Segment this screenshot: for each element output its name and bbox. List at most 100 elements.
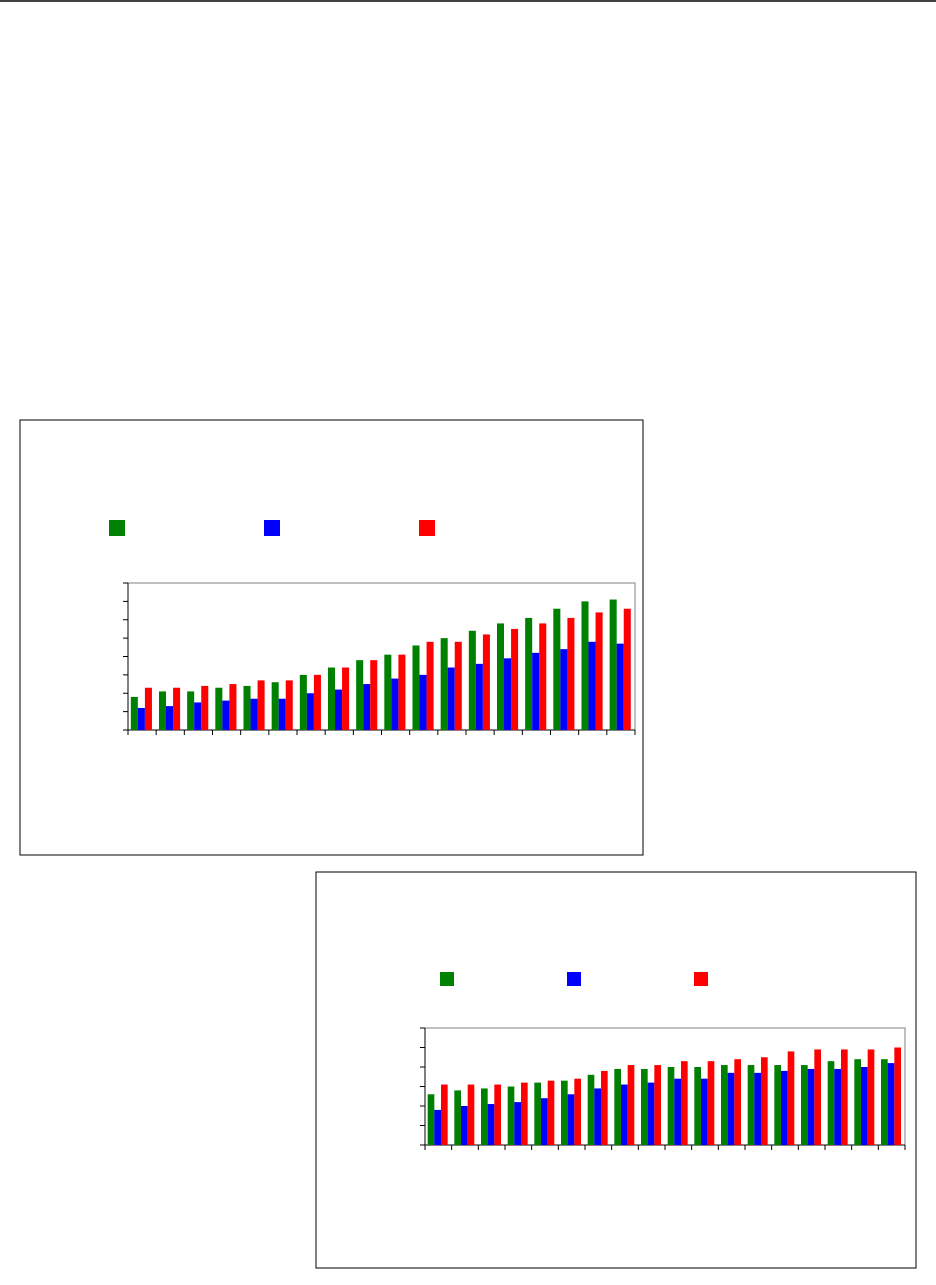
- bar: [222, 700, 230, 730]
- bar: [581, 601, 589, 730]
- bar: [621, 1084, 628, 1145]
- bar: [130, 696, 138, 730]
- bar: [761, 1057, 768, 1145]
- bar: [647, 1082, 655, 1145]
- bar: [511, 628, 519, 730]
- bar: [641, 1068, 648, 1145]
- bar: [187, 691, 195, 730]
- bar: [454, 641, 462, 730]
- bar: [299, 674, 307, 730]
- bar: [521, 1082, 528, 1145]
- bar: [561, 1080, 568, 1145]
- bar: [250, 698, 258, 730]
- bar: [627, 1065, 635, 1145]
- bar: [398, 654, 406, 730]
- bar: [461, 1106, 468, 1145]
- bar: [514, 1102, 521, 1145]
- bar: [434, 1109, 441, 1145]
- bar: [667, 1067, 675, 1145]
- bar: [144, 687, 152, 730]
- bar: [547, 1080, 555, 1145]
- bar: [694, 1067, 701, 1145]
- bar: [370, 660, 378, 730]
- bar: [137, 707, 145, 730]
- bar: [229, 684, 237, 730]
- bar: [594, 1088, 601, 1145]
- bar: [467, 1084, 475, 1145]
- bar: [574, 1078, 581, 1145]
- bar: [834, 1068, 841, 1145]
- bar: [827, 1061, 835, 1145]
- bar: [243, 685, 251, 730]
- legend-swatch: [419, 520, 435, 536]
- bar: [419, 674, 427, 730]
- bar: [363, 684, 371, 730]
- bar: [541, 1098, 548, 1145]
- bar: [440, 638, 448, 730]
- bar: [427, 1094, 435, 1145]
- bar: [342, 667, 350, 730]
- bar: [814, 1049, 821, 1145]
- legend-swatch: [109, 520, 125, 536]
- bar: [567, 1094, 575, 1145]
- bar: [588, 641, 596, 730]
- bar: [774, 1065, 781, 1145]
- bar: [560, 649, 568, 730]
- bar: [384, 654, 392, 730]
- bar: [616, 643, 624, 730]
- legend-swatch: [440, 972, 454, 986]
- bar: [721, 1065, 728, 1145]
- bar: [504, 658, 512, 730]
- bar: [356, 660, 364, 730]
- bar: [601, 1070, 608, 1145]
- bar: [781, 1070, 788, 1145]
- bar: [481, 1088, 488, 1145]
- plot-area: [127, 582, 636, 731]
- bar: [807, 1068, 815, 1145]
- bar: [257, 680, 265, 730]
- bar: [567, 617, 575, 730]
- bar: [482, 634, 490, 730]
- legend-swatch: [567, 972, 581, 986]
- bar: [623, 608, 631, 730]
- bar: [271, 682, 279, 730]
- bar: [468, 630, 476, 730]
- bar: [532, 652, 540, 730]
- bar: [494, 1084, 501, 1145]
- bar: [306, 693, 314, 730]
- bar: [787, 1051, 795, 1145]
- bar: [391, 678, 399, 730]
- bar: [158, 691, 167, 730]
- bar: [747, 1065, 755, 1145]
- plot-area: [424, 1027, 906, 1146]
- bar: [412, 645, 420, 730]
- bar: [327, 667, 336, 730]
- bar: [496, 623, 505, 730]
- bar: [654, 1065, 661, 1145]
- bar: [614, 1068, 621, 1145]
- bar: [854, 1059, 861, 1145]
- bar: [525, 617, 533, 730]
- bar: [595, 612, 603, 730]
- bar: [278, 698, 286, 730]
- bar: [335, 689, 343, 730]
- bar: [881, 1059, 888, 1145]
- bar: [754, 1072, 761, 1145]
- bar: [534, 1082, 541, 1145]
- bar: [487, 1104, 495, 1145]
- legend-swatch: [264, 520, 280, 536]
- bar: [887, 1063, 895, 1145]
- bar: [801, 1065, 808, 1145]
- bar: [441, 1084, 448, 1145]
- bar: [609, 599, 617, 730]
- bar: [313, 674, 321, 730]
- bar: [285, 680, 293, 730]
- bar: [867, 1049, 875, 1145]
- bar: [861, 1067, 868, 1145]
- bar: [454, 1090, 461, 1145]
- bar: [701, 1078, 708, 1145]
- bar: [215, 687, 223, 730]
- legend-swatch: [694, 972, 708, 986]
